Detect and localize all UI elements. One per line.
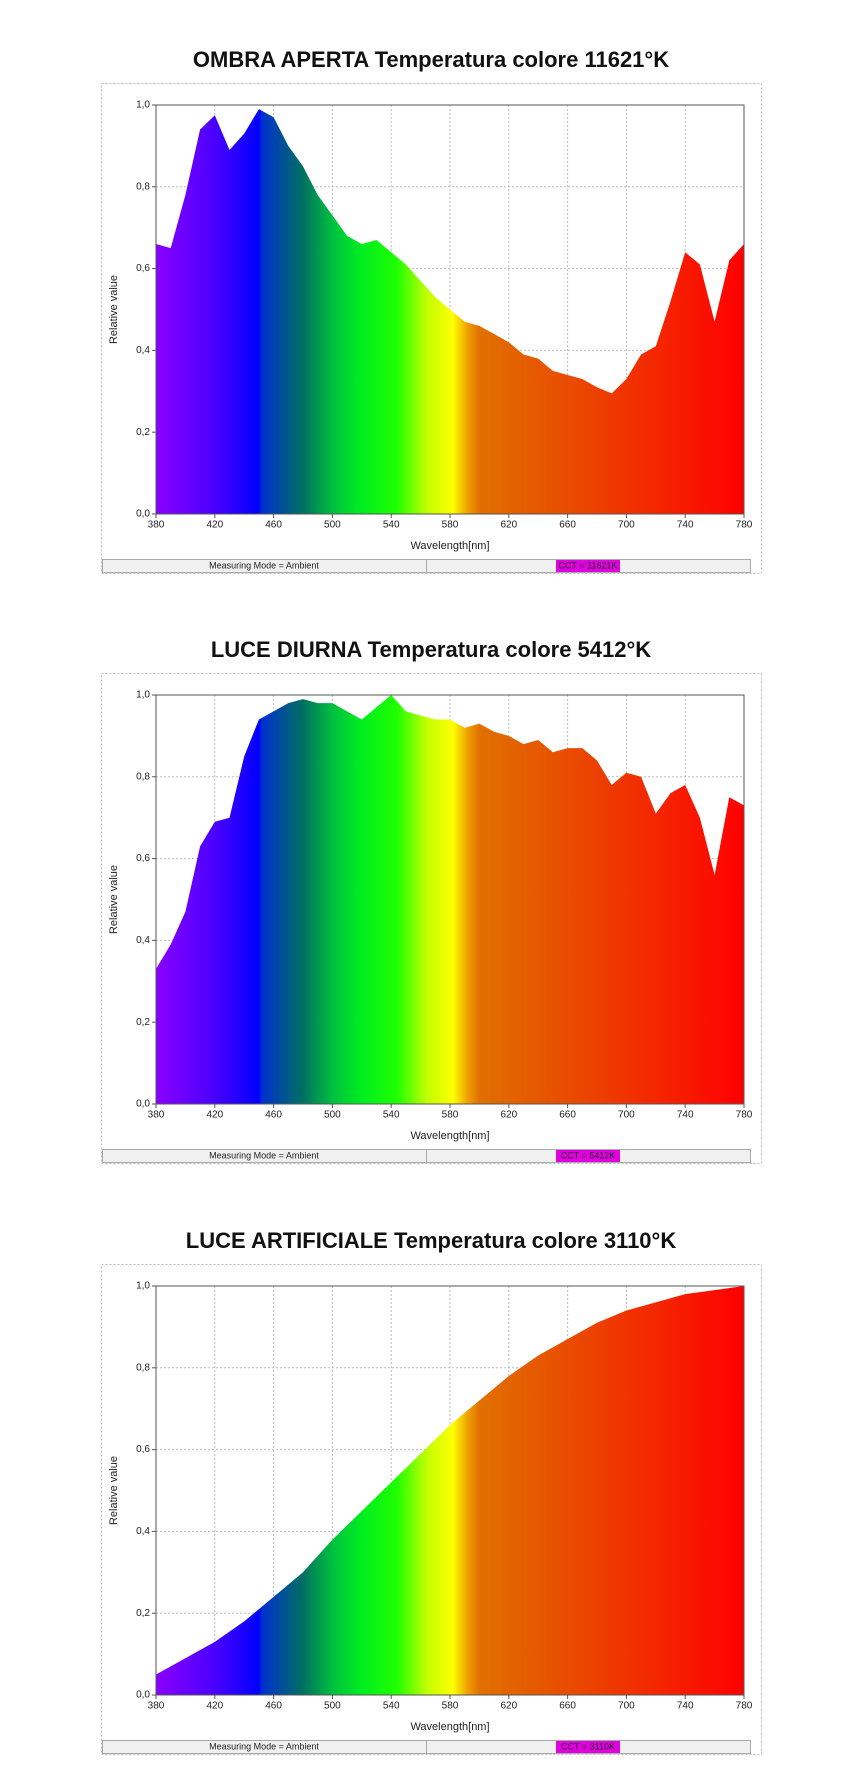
x-tick-label: 540 (383, 1701, 400, 1712)
x-tick-label: 380 (148, 520, 165, 531)
x-tick-label: 460 (265, 520, 282, 531)
x-tick-label: 740 (677, 520, 694, 531)
x-tick-label: 620 (500, 1110, 517, 1121)
x-tick-label: 380 (148, 1701, 165, 1712)
y-tick-label: 0,2 (136, 427, 150, 438)
y-tick-label: 0,6 (136, 853, 150, 864)
x-tick-label: 620 (500, 1701, 517, 1712)
x-axis-label: Wavelength[nm] (410, 1721, 489, 1733)
x-tick-label: 500 (324, 1701, 341, 1712)
x-tick-label: 580 (442, 1701, 459, 1712)
y-tick-label: 0,8 (136, 771, 150, 782)
measuring-mode: Measuring Mode = Ambient (209, 1741, 319, 1751)
y-tick-label: 0,8 (136, 1362, 150, 1373)
cct-highlight (556, 560, 620, 572)
chart-title: OMBRA APERTA Temperatura colore 11621°K (193, 47, 669, 72)
y-tick-label: 0,8 (136, 181, 150, 192)
x-tick-label: 580 (442, 520, 459, 531)
x-tick-label: 780 (736, 1701, 753, 1712)
y-tick-label: 0,2 (136, 1608, 150, 1619)
cct-label: CCT = 5412K (561, 1150, 616, 1160)
x-tick-label: 420 (206, 1110, 223, 1121)
x-tick-label: 500 (324, 1110, 341, 1121)
cct-label: CCT = 11621K (559, 560, 618, 570)
x-tick-label: 580 (442, 1110, 459, 1121)
x-tick-label: 540 (383, 520, 400, 531)
y-axis-label: Relative value (108, 1456, 120, 1525)
y-tick-label: 1,0 (136, 100, 150, 111)
y-tick-label: 0,0 (136, 509, 150, 520)
spectrum-area (156, 109, 744, 514)
chart-title: LUCE ARTIFICIALE Temperatura colore 3110… (186, 1228, 677, 1253)
measuring-mode: Measuring Mode = Ambient (209, 560, 319, 570)
y-axis-label: Relative value (108, 865, 120, 934)
chart: LUCE ARTIFICIALE Temperatura colore 3110… (101, 1228, 762, 1755)
x-tick-label: 740 (677, 1110, 694, 1121)
x-tick-label: 380 (148, 1110, 165, 1121)
spectrum-area (156, 1286, 744, 1695)
x-tick-label: 700 (618, 1110, 635, 1121)
y-tick-label: 0,6 (136, 1444, 150, 1455)
x-tick-label: 660 (559, 1701, 576, 1712)
y-tick-label: 1,0 (136, 1281, 150, 1292)
y-tick-label: 0,2 (136, 1017, 150, 1028)
y-tick-label: 0,0 (136, 1099, 150, 1110)
cct-highlight (556, 1741, 620, 1753)
x-tick-label: 500 (324, 520, 341, 531)
y-tick-label: 0,4 (136, 1526, 150, 1537)
x-tick-label: 780 (736, 1110, 753, 1121)
y-tick-label: 1,0 (136, 690, 150, 701)
x-tick-label: 660 (559, 520, 576, 531)
x-tick-label: 540 (383, 1110, 400, 1121)
y-tick-label: 0,4 (136, 345, 150, 356)
y-tick-label: 0,4 (136, 935, 150, 946)
x-tick-label: 620 (500, 520, 517, 531)
y-axis-label: Relative value (108, 275, 120, 344)
x-tick-label: 780 (736, 520, 753, 531)
x-tick-label: 420 (206, 520, 223, 531)
cct-label: CCT = 3110K (561, 1741, 615, 1751)
chart: OMBRA APERTA Temperatura colore 11621°K 3… (101, 47, 762, 574)
x-tick-label: 700 (618, 1701, 635, 1712)
spectrum-area (156, 695, 744, 1104)
cct-highlight (556, 1150, 620, 1162)
x-tick-label: 460 (265, 1110, 282, 1121)
x-tick-label: 660 (559, 1110, 576, 1121)
y-tick-label: 0,6 (136, 263, 150, 274)
measuring-mode: Measuring Mode = Ambient (209, 1150, 319, 1160)
x-tick-label: 740 (677, 1701, 694, 1712)
x-tick-label: 700 (618, 520, 635, 531)
y-tick-label: 0,0 (136, 1690, 150, 1701)
chart-title: LUCE DIURNA Temperatura colore 5412°K (211, 637, 651, 662)
x-axis-label: Wavelength[nm] (410, 1130, 489, 1142)
x-tick-label: 420 (206, 1701, 223, 1712)
chart: LUCE DIURNA Temperatura colore 5412°K 380… (101, 637, 762, 1164)
x-tick-label: 460 (265, 1701, 282, 1712)
x-axis-label: Wavelength[nm] (410, 540, 489, 552)
